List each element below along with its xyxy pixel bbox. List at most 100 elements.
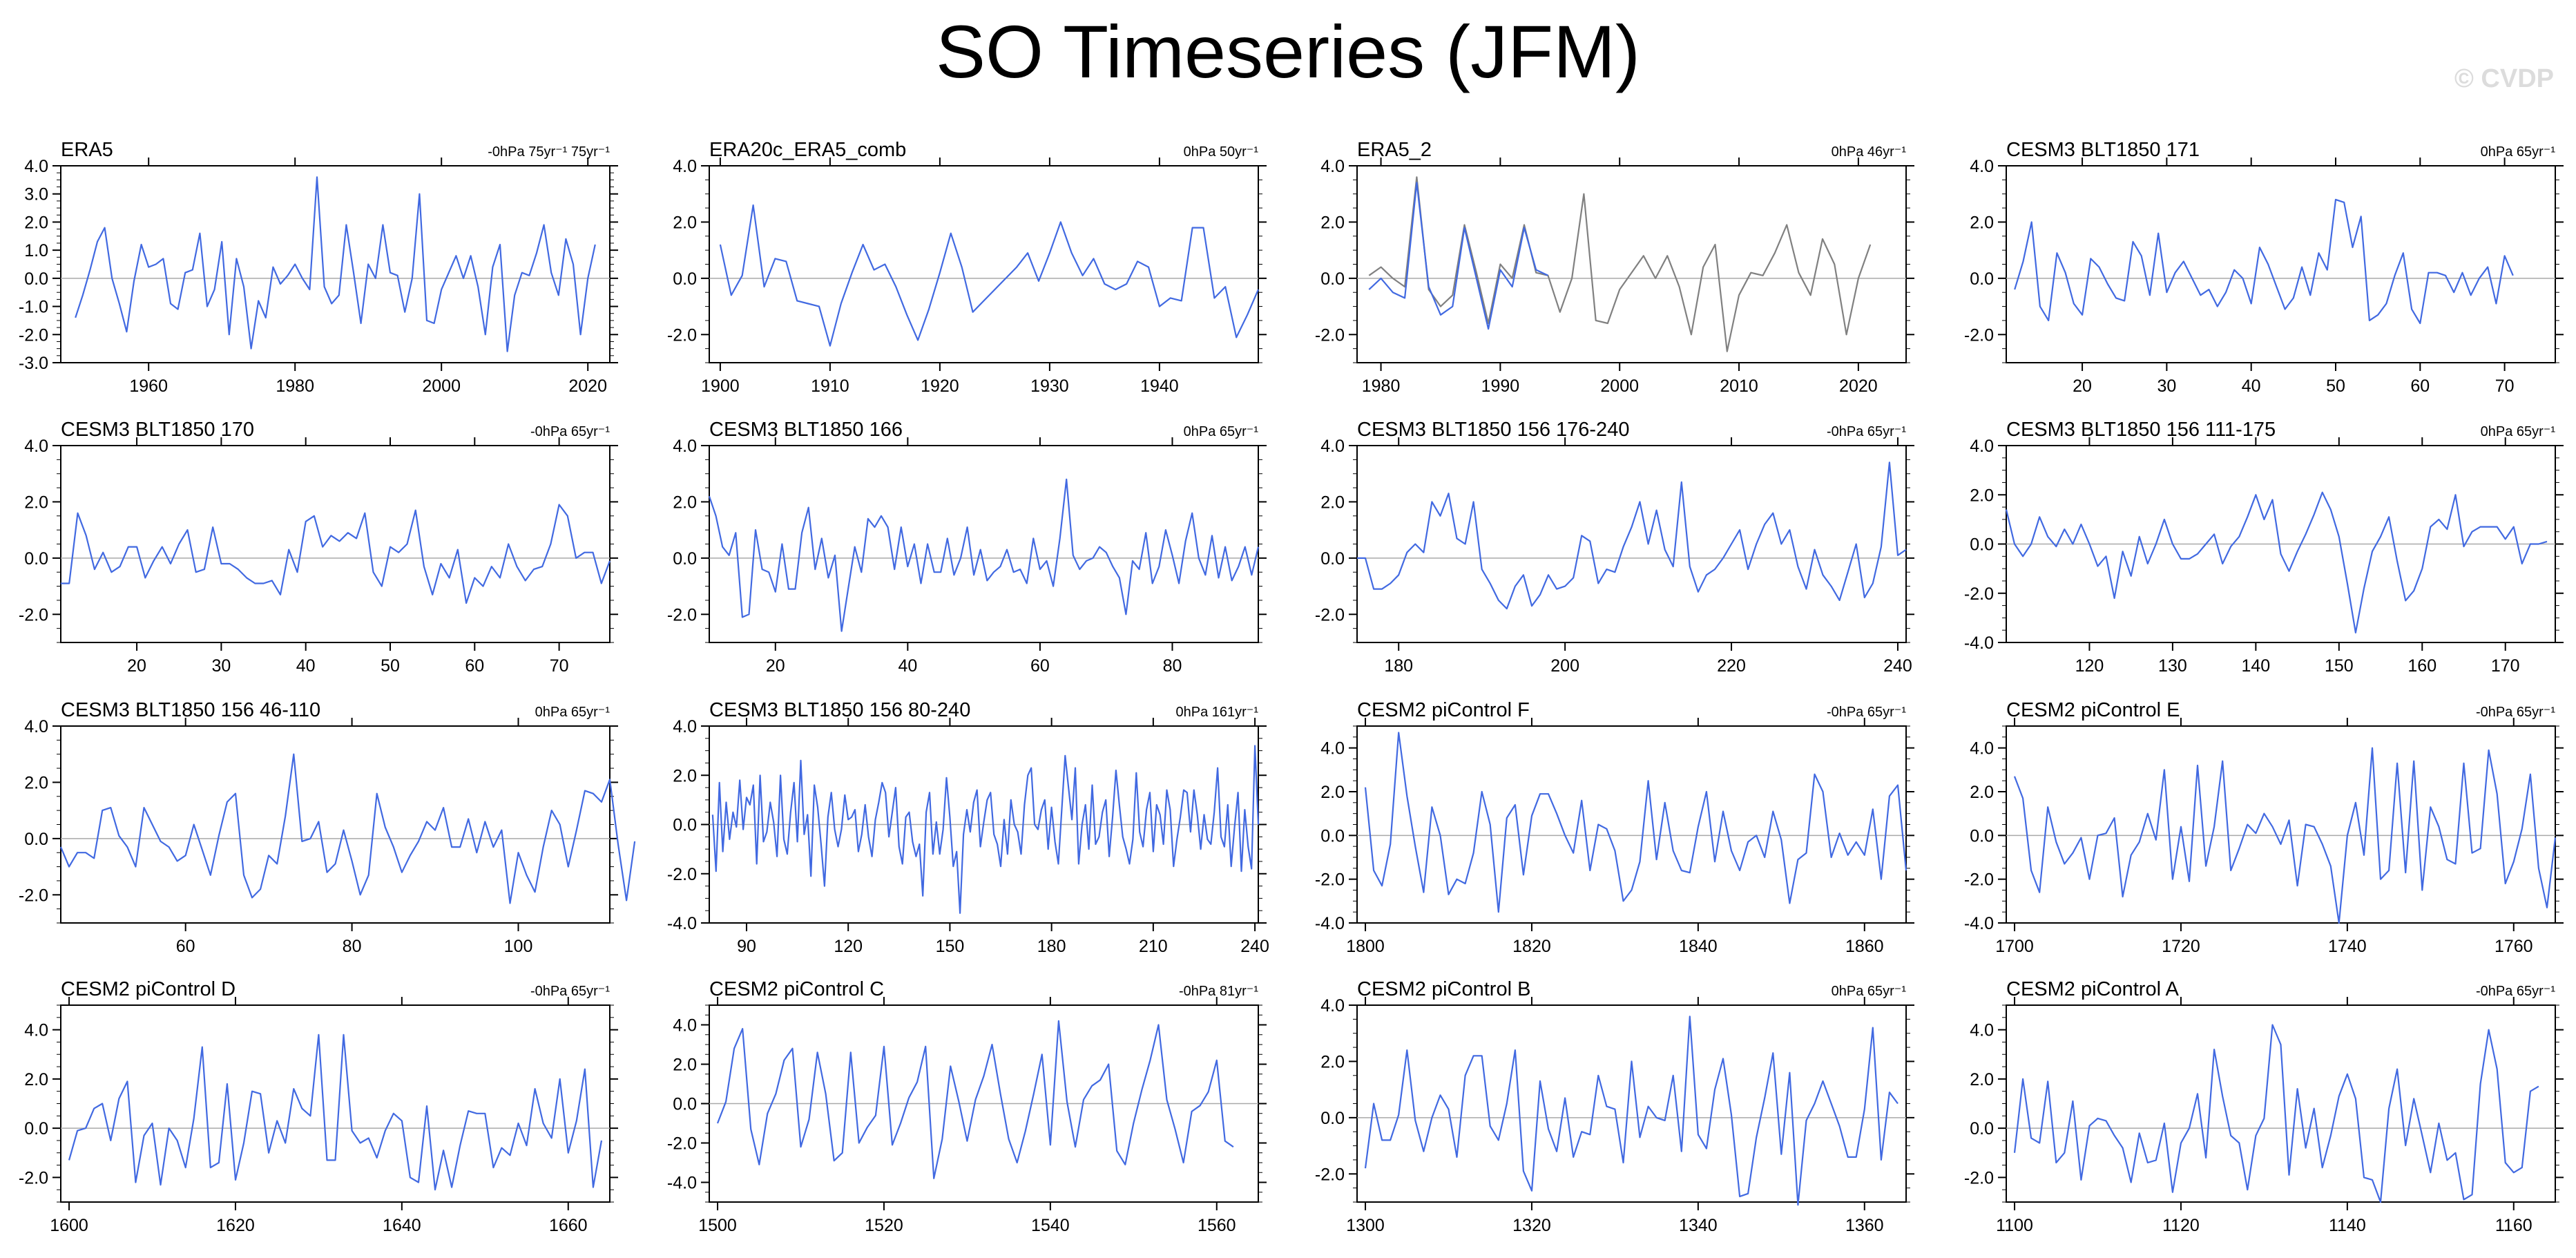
y-tick-label: -2.0 [19, 1168, 48, 1188]
y-tick-label: 4.0 [1320, 437, 1345, 456]
x-tick-label: 2010 [1720, 377, 1758, 396]
y-tick-label: -2.0 [1964, 870, 1994, 890]
y-tick-label: -1.0 [19, 298, 48, 317]
panel-11: CESM2 piControl F -0hPa 65yr⁻¹ -4.0 -2.0 0.0… [1315, 699, 1914, 956]
x-tick-label: 90 [737, 937, 756, 956]
y-tick-label: 2.0 [24, 773, 48, 792]
y-tick-label: 2.0 [1320, 1052, 1345, 1071]
x-tick-label: 1620 [216, 1216, 255, 1235]
x-tick-label: 120 [834, 937, 863, 956]
panel-title: CESM3 BLT1850 170 [61, 419, 254, 441]
series-line [719, 204, 1260, 347]
series-line [1368, 176, 1872, 352]
panel-right-label: -0hPa 65yr⁻¹ [530, 424, 610, 439]
series-line [1368, 182, 1548, 330]
x-tick-label: 20 [2073, 377, 2092, 396]
y-tick-label: 4.0 [673, 717, 697, 736]
y-tick-label: 0.0 [1970, 1119, 1994, 1138]
plot-frame [2006, 725, 2556, 924]
y-tick-label: 0.0 [1320, 826, 1345, 846]
panel-right-label: -0hPa 65yr⁻¹ [2476, 705, 2555, 720]
series-line [2005, 491, 2548, 633]
panel-13: CESM2 piControl D -0hPa 65yr⁻¹ -2.0 0.0 2.0 4… [19, 978, 618, 1235]
panel-6: CESM3 BLT1850 166 0hPa 65yr⁻¹ -2.0 0.0 2.0 4.… [667, 419, 1267, 676]
y-tick-label: 2.0 [673, 766, 697, 785]
panel-title: CESM3 BLT1850 156 46-110 [61, 699, 320, 721]
series-line [75, 176, 596, 352]
x-tick-label: 240 [1883, 656, 1912, 676]
plot-frame [60, 445, 611, 643]
panel-right-label: 0hPa 65yr⁻¹ [2481, 144, 2556, 160]
y-tick-label: 4.0 [673, 437, 697, 456]
x-tick-label: 180 [1384, 656, 1413, 676]
y-tick-label: 4.0 [24, 717, 48, 736]
x-tick-label: 120 [2075, 656, 2104, 676]
y-tick-label: 0.0 [1970, 826, 1994, 846]
x-tick-label: 2020 [1839, 377, 1878, 396]
panel-16: CESM2 piControl A -0hPa 65yr⁻¹ -2.0 0.0 2.0 4… [1964, 978, 2564, 1235]
x-tick-label: 80 [1163, 656, 1182, 676]
panel-title: CESM2 piControl D [61, 978, 236, 1000]
x-tick-label: 170 [2491, 656, 2520, 676]
x-tick-label: 50 [381, 656, 400, 676]
x-tick-label: 1340 [1679, 1216, 1718, 1235]
x-tick-label: 150 [2325, 656, 2354, 676]
series-line [708, 478, 1260, 632]
y-tick-label: 0.0 [1320, 1109, 1345, 1128]
x-tick-label: 140 [2242, 656, 2271, 676]
panel-title: CESM3 BLT1850 171 [2006, 139, 2200, 161]
series-line [716, 1020, 1234, 1179]
panel-10: CESM3 BLT1850 156 80-240 0hPa 161yr⁻¹ -4.0… [667, 699, 1269, 956]
x-tick-label: 1760 [2495, 937, 2533, 956]
x-tick-label: 2000 [1600, 377, 1639, 396]
x-tick-label: 1740 [2328, 937, 2367, 956]
y-tick-label: 4.0 [24, 157, 48, 176]
x-tick-label: 1910 [811, 377, 849, 396]
panel-title: ERA20c_ERA5_comb [709, 139, 906, 161]
x-tick-label: 60 [2410, 377, 2430, 396]
y-tick-label: 4.0 [1970, 437, 1994, 456]
x-tick-label: 1930 [1030, 377, 1069, 396]
y-tick-label: 4.0 [1320, 157, 1345, 176]
x-tick-label: 60 [465, 656, 484, 676]
x-tick-label: 1500 [698, 1216, 737, 1235]
x-tick-label: 2020 [568, 377, 607, 396]
x-tick-label: 1720 [2162, 937, 2200, 956]
x-tick-label: 1860 [1845, 937, 1884, 956]
panel-title: ERA5 [61, 139, 113, 161]
y-tick-label: 0.0 [24, 1119, 48, 1138]
y-tick-label: 4.0 [24, 437, 48, 456]
x-tick-label: 30 [211, 656, 231, 676]
x-tick-label: 40 [898, 656, 917, 676]
panel-title: ERA5_2 [1357, 139, 1432, 161]
x-tick-label: 150 [936, 937, 965, 956]
x-tick-label: 1960 [129, 377, 168, 396]
x-tick-label: 70 [550, 656, 569, 676]
x-tick-label: 1100 [1996, 1216, 2033, 1235]
panel-right-label: -0hPa 65yr⁻¹ [1827, 705, 1906, 720]
y-tick-label: -2.0 [667, 325, 697, 345]
y-tick-label: -2.0 [19, 605, 48, 625]
x-tick-label: 100 [504, 937, 533, 956]
panel-5: CESM3 BLT1850 170 -0hPa 65yr⁻¹ -2.0 0.0 2.0 4… [19, 419, 618, 676]
y-tick-label: 2.0 [1970, 783, 1994, 802]
panel-right-label: 0hPa 65yr⁻¹ [1832, 984, 1907, 999]
y-tick-label: -2.0 [1315, 325, 1345, 345]
x-tick-label: 50 [2326, 377, 2345, 396]
y-tick-label: -2.0 [19, 325, 48, 345]
x-tick-label: 200 [1550, 656, 1579, 676]
y-tick-label: 0.0 [673, 549, 697, 569]
y-tick-label: 2.0 [673, 1056, 697, 1075]
y-tick-label: 4.0 [1970, 739, 1994, 759]
x-tick-label: 220 [1717, 656, 1746, 676]
x-tick-label: 1800 [1346, 937, 1385, 956]
panel-right-label: 0hPa 65yr⁻¹ [2481, 424, 2556, 439]
series-line [59, 753, 636, 904]
x-tick-label: 1540 [1031, 1216, 1070, 1235]
plot-frame [2006, 165, 2556, 363]
y-tick-label: -4.0 [667, 914, 697, 933]
x-tick-label: 1520 [865, 1216, 903, 1235]
x-tick-label: 1660 [549, 1216, 588, 1235]
panel-4: CESM3 BLT1850 171 0hPa 65yr⁻¹ -2.0 0.0 2.0 4.… [1964, 139, 2564, 396]
